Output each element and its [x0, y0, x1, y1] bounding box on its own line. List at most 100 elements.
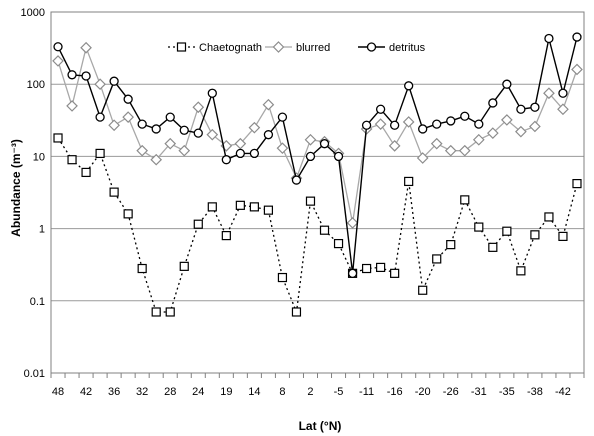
blurred-point: [515, 125, 527, 138]
series-blurred: [52, 41, 583, 229]
chaetognath-point: [249, 202, 259, 212]
y-tick-label: 0.1: [30, 296, 45, 308]
chaetognath-point: [530, 230, 540, 240]
blurred-point: [543, 87, 555, 100]
blurred-point: [374, 118, 387, 130]
chaetognath-point: [460, 195, 470, 205]
y-tick-label: 1000: [21, 7, 45, 19]
blurred-point: [164, 137, 177, 150]
blurred-point: [346, 217, 359, 229]
chaetognath-point: [572, 179, 582, 189]
detritus-point: [418, 124, 428, 134]
blurred-point: [52, 55, 64, 67]
x-axis-title: Lat (°N): [299, 419, 342, 433]
chaetognath-point: [151, 307, 161, 317]
detritus-point: [235, 148, 246, 159]
detritus-point: [263, 130, 274, 140]
chaetognath-point: [207, 202, 217, 212]
blurred-point: [571, 63, 583, 76]
blurred-point: [206, 128, 219, 141]
detritus-point: [404, 81, 414, 91]
y-axis-ticks: 0.01 0.1 1 10 100 1000: [21, 7, 45, 380]
series-line-chaetognath: [57, 137, 578, 315]
detritus-point: [558, 88, 568, 98]
y-tick-label: 10: [33, 151, 45, 163]
x-tick-label: 8: [279, 386, 285, 398]
chaetognath-point: [179, 261, 189, 271]
chaetognath-point: [305, 196, 316, 206]
chaetognath-point: [404, 176, 414, 187]
blurred-point: [304, 133, 317, 146]
chaetognath-point: [235, 200, 245, 210]
chaetognath-point: [376, 262, 386, 273]
chaetognath-point: [446, 240, 456, 250]
detritus-point: [361, 120, 372, 130]
detritus-point: [277, 112, 288, 122]
legend-marker-blurred: [272, 41, 285, 53]
blurred-point: [458, 144, 471, 157]
blurred-point: [557, 103, 569, 116]
chaetognath-point: [390, 268, 400, 278]
series-line-blurred: [57, 45, 578, 224]
chaetognath-point: [165, 307, 175, 317]
detritus-point: [319, 139, 330, 149]
blurred-point: [472, 133, 485, 146]
x-tick-label: 2: [307, 386, 313, 398]
detritus-point: [179, 125, 189, 135]
chaetognath-point: [558, 231, 568, 241]
blurred-point: [94, 78, 106, 91]
gridlines: [50, 11, 585, 374]
series-chaetognath: [53, 133, 582, 317]
blurred-point: [122, 111, 134, 123]
blurred-point: [486, 127, 499, 139]
detritus-point: [516, 104, 526, 114]
blurred-point: [192, 101, 205, 114]
x-tick-label: 42: [80, 386, 92, 398]
blurred-point: [248, 121, 261, 134]
blurred-point: [136, 144, 149, 157]
chaetognath-point: [319, 225, 330, 235]
blurred-point: [178, 144, 191, 157]
detritus-point: [81, 71, 91, 81]
chaetognath-point: [474, 222, 484, 232]
blurred-point: [150, 153, 163, 166]
chaetognath-point: [418, 285, 428, 295]
detritus-point: [446, 116, 456, 126]
chaetognath-point: [291, 307, 302, 317]
chaetognath-point: [53, 133, 63, 143]
chaetognath-point: [502, 226, 512, 236]
blurred-point: [234, 137, 247, 150]
x-tick-label: -31: [471, 386, 487, 398]
detritus-point: [347, 268, 358, 278]
detritus-point: [207, 88, 217, 98]
x-tick-label: 28: [164, 386, 176, 398]
detritus-point: [193, 128, 203, 138]
blurred-point: [108, 119, 120, 132]
detritus-point: [53, 42, 63, 52]
detritus-point: [221, 155, 231, 165]
x-tick-label: 32: [136, 386, 148, 398]
blurred-point: [388, 140, 401, 152]
chaetognath-point: [95, 148, 105, 159]
x-tick-label: 14: [248, 386, 260, 398]
blurred-point: [501, 114, 513, 126]
chaetognath-point: [263, 205, 274, 215]
detritus-point: [544, 33, 554, 44]
blurred-point: [262, 98, 275, 111]
detritus-point: [572, 32, 582, 42]
blurred-point: [444, 144, 457, 157]
x-tick-label: -11: [359, 386, 374, 398]
chaetognath-point: [361, 263, 372, 274]
series-layer: [52, 32, 583, 317]
blurred-point: [529, 120, 541, 133]
detritus-point: [333, 151, 344, 162]
x-tick-label: -35: [499, 386, 515, 398]
detritus-point: [151, 124, 161, 134]
x-tick-label: 24: [192, 386, 204, 398]
legend-marker-chaetognath: [176, 42, 187, 52]
detritus-point: [530, 102, 540, 112]
detritus-point: [502, 79, 512, 89]
detritus-point: [488, 98, 498, 108]
x-tick-label: -38: [527, 386, 543, 398]
legend-label-chaetognath: Chaetognath: [199, 42, 262, 54]
